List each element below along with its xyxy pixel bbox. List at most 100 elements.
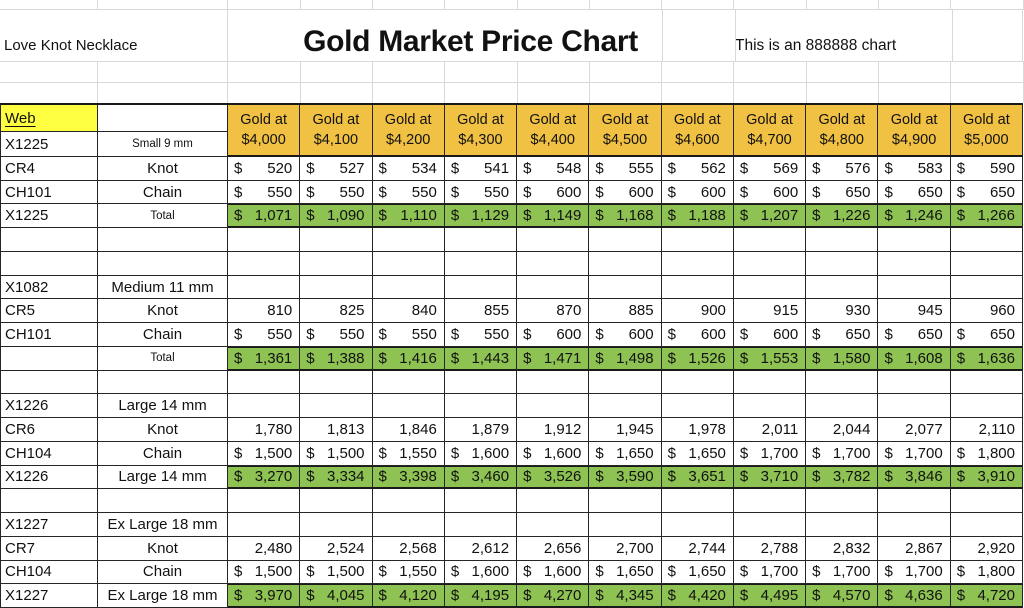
- price-cell[interactable]: $1,700: [733, 441, 807, 466]
- price-cell[interactable]: 900: [661, 299, 734, 324]
- page-title[interactable]: Gold Market Price Chart: [303, 25, 638, 58]
- price-cell[interactable]: $1,700: [806, 560, 879, 585]
- cell-label[interactable]: Total: [98, 346, 228, 371]
- cell-code[interactable]: CR6: [1, 418, 98, 442]
- price-cell[interactable]: 2,524: [300, 536, 373, 561]
- price-cell-total[interactable]: $1,168: [589, 204, 662, 229]
- price-cell[interactable]: $600: [589, 323, 662, 347]
- empty-cell[interactable]: [372, 489, 445, 514]
- price-cell[interactable]: 1,912: [517, 418, 590, 442]
- empty-cell[interactable]: [661, 251, 734, 276]
- price-cell[interactable]: $650: [878, 323, 951, 347]
- price-cell[interactable]: $555: [589, 157, 662, 181]
- empty-cell[interactable]: [661, 228, 734, 252]
- price-cell[interactable]: 1,945: [589, 418, 662, 442]
- price-cell-total[interactable]: $1,498: [589, 346, 662, 371]
- empty-cell[interactable]: [661, 489, 734, 514]
- price-cell[interactable]: 1,879: [444, 418, 518, 442]
- price-cell-total[interactable]: $1,266: [950, 204, 1023, 229]
- price-cell[interactable]: 1,978: [661, 418, 734, 442]
- empty-cell[interactable]: [661, 394, 734, 419]
- price-cell[interactable]: 2,867: [878, 536, 951, 561]
- empty-cell[interactable]: [806, 394, 879, 419]
- empty-cell[interactable]: [517, 251, 590, 276]
- cell-label[interactable]: Chain: [98, 180, 228, 205]
- price-cell-total[interactable]: $3,910: [950, 465, 1023, 490]
- cell-label[interactable]: Large 14 mm: [98, 394, 228, 419]
- gold-header-cell[interactable]: Gold at $4,600: [661, 105, 734, 157]
- price-cell-total[interactable]: $4,420: [661, 584, 734, 608]
- price-cell[interactable]: $583: [878, 157, 951, 181]
- price-cell-total[interactable]: $1,149: [517, 204, 590, 229]
- price-cell-total[interactable]: $1,207: [733, 204, 807, 229]
- empty-cell[interactable]: [444, 251, 518, 276]
- price-cell[interactable]: $1,600: [444, 441, 518, 466]
- price-cell-total[interactable]: $1,129: [444, 204, 518, 229]
- empty-cell[interactable]: [878, 370, 951, 395]
- cell-code[interactable]: CR5: [1, 299, 98, 324]
- price-cell[interactable]: $600: [517, 323, 590, 347]
- price-cell[interactable]: $1,650: [589, 441, 662, 466]
- price-cell-total[interactable]: $3,334: [300, 465, 373, 490]
- price-cell[interactable]: $650: [878, 180, 951, 205]
- price-cell[interactable]: $1,700: [733, 560, 807, 585]
- cell-code[interactable]: X1225: [1, 132, 98, 157]
- cell-label[interactable]: Large 14 mm: [98, 465, 228, 490]
- price-cell-total[interactable]: $1,443: [444, 346, 518, 371]
- empty-cell[interactable]: [950, 394, 1023, 419]
- price-cell[interactable]: $550: [372, 323, 445, 347]
- price-cell[interactable]: $550: [444, 180, 518, 205]
- price-cell-total[interactable]: $4,045: [300, 584, 373, 608]
- empty-cell[interactable]: [517, 275, 590, 300]
- empty-cell[interactable]: [372, 251, 445, 276]
- gold-header-cell[interactable]: Gold at $4,700: [733, 105, 807, 157]
- gold-header-cell[interactable]: Gold at $5,000: [950, 105, 1023, 157]
- empty-cell[interactable]: [1, 370, 98, 395]
- cell-label[interactable]: Ex Large 18 mm: [98, 584, 228, 608]
- price-cell[interactable]: $1,650: [589, 560, 662, 585]
- cell-code[interactable]: X1225: [1, 204, 98, 229]
- price-cell[interactable]: $1,600: [517, 560, 590, 585]
- price-cell-total[interactable]: $1,608: [878, 346, 951, 371]
- price-cell[interactable]: $550: [444, 323, 518, 347]
- empty-cell[interactable]: [878, 251, 951, 276]
- empty-cell[interactable]: [98, 251, 228, 276]
- cell-label[interactable]: Medium 11 mm: [98, 275, 228, 300]
- price-cell-total[interactable]: $1,110: [372, 204, 445, 229]
- cell-code[interactable]: X1082: [1, 275, 98, 300]
- empty-cell[interactable]: [950, 370, 1023, 395]
- price-cell[interactable]: $527: [300, 157, 373, 181]
- price-cell[interactable]: 2,832: [806, 536, 879, 561]
- empty-cell[interactable]: [444, 513, 518, 537]
- empty-cell[interactable]: [517, 370, 590, 395]
- price-cell[interactable]: $650: [806, 180, 879, 205]
- price-cell-total[interactable]: $3,651: [661, 465, 734, 490]
- price-cell-total[interactable]: $3,846: [878, 465, 951, 490]
- cell-code[interactable]: CH104: [1, 441, 98, 466]
- price-cell[interactable]: 2,568: [372, 536, 445, 561]
- price-cell[interactable]: $650: [806, 323, 879, 347]
- price-cell[interactable]: $650: [950, 180, 1023, 205]
- price-cell[interactable]: 930: [806, 299, 879, 324]
- empty-cell[interactable]: [806, 251, 879, 276]
- price-cell-total[interactable]: $1,246: [878, 204, 951, 229]
- price-cell-total[interactable]: $1,580: [806, 346, 879, 371]
- empty-cell[interactable]: [878, 275, 951, 300]
- empty-cell[interactable]: [733, 251, 807, 276]
- gold-header-cell[interactable]: Gold at $4,100: [300, 105, 373, 157]
- empty-cell[interactable]: [878, 513, 951, 537]
- empty-cell[interactable]: [589, 370, 662, 395]
- gold-header-cell[interactable]: Gold at $4,300: [444, 105, 518, 157]
- empty-cell[interactable]: [589, 228, 662, 252]
- empty-cell[interactable]: [733, 228, 807, 252]
- cell-label[interactable]: Knot: [98, 536, 228, 561]
- cell-code[interactable]: CH101: [1, 323, 98, 347]
- price-cell-total[interactable]: $1,090: [300, 204, 373, 229]
- empty-cell[interactable]: [733, 275, 807, 300]
- empty-cell[interactable]: [950, 513, 1023, 537]
- empty-cell[interactable]: [300, 251, 373, 276]
- price-cell[interactable]: $600: [733, 323, 807, 347]
- price-cell-total[interactable]: $1,526: [661, 346, 734, 371]
- price-cell-total[interactable]: $1,388: [300, 346, 373, 371]
- cell-code[interactable]: [1, 346, 98, 371]
